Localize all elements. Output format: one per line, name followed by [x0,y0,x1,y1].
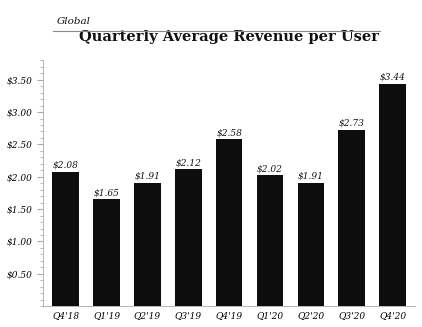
Text: $1.65: $1.65 [94,188,119,198]
Bar [298,182,324,306]
Text: $1.91: $1.91 [135,172,160,181]
Bar [216,139,242,306]
Text: Global: Global [57,17,91,26]
Text: $3.44: $3.44 [380,73,406,82]
Text: $2.12: $2.12 [176,158,201,167]
Text: $2.73: $2.73 [339,119,365,128]
Title: Quarterly Average Revenue per User: Quarterly Average Revenue per User [79,30,379,44]
Bar [52,172,79,306]
Bar [257,176,283,306]
Text: $2.02: $2.02 [257,164,283,174]
Text: $1.91: $1.91 [298,172,324,181]
Bar [338,129,365,306]
Bar [379,84,406,306]
Text: $2.08: $2.08 [53,161,78,170]
Bar [175,169,202,306]
Bar [93,199,120,306]
Text: $2.58: $2.58 [216,128,242,137]
Bar [134,182,161,306]
